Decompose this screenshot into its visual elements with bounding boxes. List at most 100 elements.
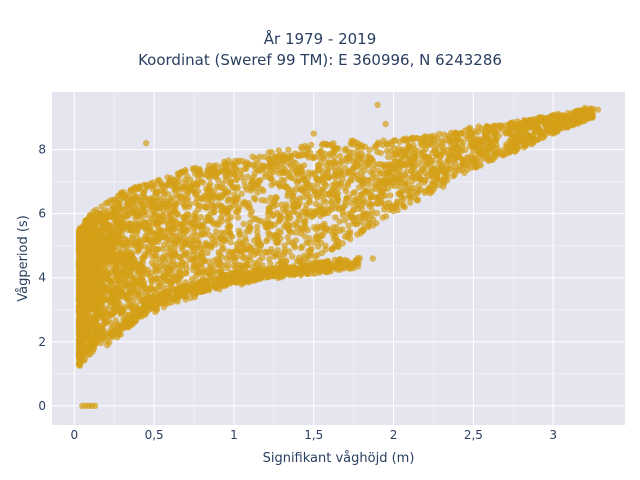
data-point xyxy=(264,236,271,243)
data-point xyxy=(184,249,192,256)
data-point xyxy=(137,268,144,275)
data-point xyxy=(431,182,439,190)
data-point xyxy=(168,216,175,224)
data-point xyxy=(97,249,104,256)
y-tick-label: 0 xyxy=(38,399,46,413)
data-point xyxy=(256,249,263,256)
data-point xyxy=(112,196,119,203)
data-point xyxy=(330,149,337,156)
data-point xyxy=(453,137,461,145)
data-point xyxy=(156,204,164,211)
data-point xyxy=(80,299,87,306)
data-point xyxy=(115,323,122,330)
data-point xyxy=(497,123,505,130)
data-point xyxy=(81,317,89,324)
data-point xyxy=(294,165,302,173)
data-point xyxy=(249,153,256,160)
data-point xyxy=(317,232,325,239)
data-point xyxy=(217,234,224,241)
data-point xyxy=(318,186,325,193)
data-point xyxy=(202,204,209,211)
data-point xyxy=(284,192,291,200)
data-point xyxy=(251,170,258,177)
data-point xyxy=(88,335,95,343)
data-point xyxy=(233,175,240,182)
data-point xyxy=(94,330,101,338)
data-point xyxy=(415,182,422,190)
data-point xyxy=(178,259,186,267)
data-point xyxy=(132,290,140,297)
data-point xyxy=(347,176,354,183)
data-point xyxy=(89,279,96,287)
data-point xyxy=(425,187,432,194)
data-point xyxy=(310,130,317,137)
data-point xyxy=(170,232,177,240)
data-point xyxy=(184,236,192,243)
data-point xyxy=(286,227,293,235)
data-point xyxy=(555,124,562,131)
data-point xyxy=(121,279,128,287)
data-point xyxy=(284,233,291,241)
data-point xyxy=(290,203,298,210)
data-point xyxy=(168,274,176,282)
data-point xyxy=(125,296,132,303)
data-point xyxy=(94,307,101,314)
data-point xyxy=(455,144,462,151)
data-point xyxy=(160,245,167,253)
data-point xyxy=(544,114,551,121)
data-point xyxy=(145,201,152,209)
x-tick-label: 1 xyxy=(230,428,238,442)
data-point xyxy=(230,262,237,269)
data-point xyxy=(270,169,277,176)
data-point xyxy=(121,240,129,247)
data-point xyxy=(139,276,146,283)
data-point xyxy=(298,151,306,159)
data-point xyxy=(278,270,285,277)
data-point xyxy=(203,277,211,284)
data-point xyxy=(206,232,214,239)
data-point xyxy=(91,266,99,274)
data-point xyxy=(112,300,119,308)
data-point xyxy=(280,157,288,164)
data-point xyxy=(283,169,290,176)
data-point xyxy=(155,213,162,221)
data-point xyxy=(474,139,481,146)
data-point xyxy=(274,238,281,245)
data-point xyxy=(172,249,179,256)
data-point xyxy=(221,185,229,193)
data-point xyxy=(267,163,275,170)
data-point xyxy=(126,265,133,272)
data-point xyxy=(234,253,241,260)
data-point xyxy=(285,146,292,153)
data-point xyxy=(218,167,226,175)
data-point xyxy=(368,211,375,219)
data-point xyxy=(459,139,467,146)
data-point xyxy=(171,244,179,251)
data-point xyxy=(436,130,443,138)
data-point xyxy=(123,211,130,218)
data-point xyxy=(106,339,113,346)
data-point xyxy=(487,142,494,149)
data-point xyxy=(140,253,148,260)
data-point xyxy=(145,296,153,303)
data-point xyxy=(76,342,83,349)
data-point xyxy=(185,212,193,219)
data-point xyxy=(357,197,364,205)
data-point xyxy=(147,223,155,230)
data-point xyxy=(96,314,103,321)
data-point xyxy=(197,268,204,275)
data-point xyxy=(325,209,332,216)
data-point xyxy=(482,132,489,139)
data-point xyxy=(112,266,119,273)
data-point xyxy=(290,242,298,249)
data-point xyxy=(167,294,174,301)
data-point xyxy=(122,258,129,266)
data-point xyxy=(164,225,172,232)
data-point xyxy=(85,323,92,330)
data-point xyxy=(100,217,108,224)
data-point xyxy=(136,240,143,247)
data-point xyxy=(230,184,237,191)
data-point xyxy=(305,169,312,176)
data-point xyxy=(232,165,239,172)
data-point xyxy=(182,197,190,204)
